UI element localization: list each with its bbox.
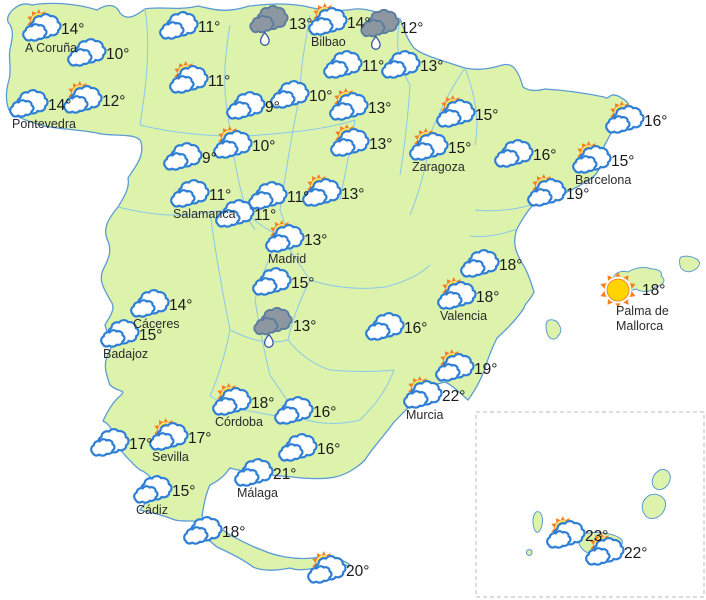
svg-text:Valencia: Valencia (440, 309, 487, 323)
svg-text:16°: 16° (313, 404, 336, 421)
svg-text:Madrid: Madrid (268, 252, 306, 266)
svg-text:14°: 14° (169, 297, 192, 314)
svg-text:Barcelona: Barcelona (575, 173, 631, 187)
svg-text:15°: 15° (611, 153, 634, 170)
svg-text:Murcia: Murcia (406, 408, 444, 422)
svg-text:13°: 13° (289, 16, 312, 33)
svg-text:16°: 16° (317, 441, 340, 458)
svg-text:18°: 18° (476, 289, 499, 306)
svg-text:13°: 13° (304, 232, 327, 249)
svg-text:A Coruña: A Coruña (25, 41, 77, 55)
svg-text:11°: 11° (198, 19, 220, 36)
svg-text:10°: 10° (106, 46, 129, 63)
svg-text:22°: 22° (624, 545, 647, 562)
svg-text:11°: 11° (362, 58, 384, 75)
svg-text:10°: 10° (309, 88, 332, 105)
svg-text:17°: 17° (129, 436, 152, 453)
svg-text:13°: 13° (293, 318, 316, 335)
svg-text:19°: 19° (474, 361, 497, 378)
svg-text:11°: 11° (287, 189, 309, 206)
svg-text:Sevilla: Sevilla (152, 450, 189, 464)
svg-text:12°: 12° (102, 93, 125, 110)
svg-text:Cádiz: Cádiz (136, 503, 168, 517)
svg-text:Badajoz: Badajoz (103, 347, 148, 361)
svg-text:13°: 13° (368, 100, 391, 117)
svg-text:Zaragoza: Zaragoza (412, 160, 465, 174)
svg-text:18°: 18° (499, 257, 522, 274)
svg-text:18°: 18° (251, 395, 274, 412)
svg-text:Mallorca: Mallorca (616, 319, 663, 333)
svg-text:21°: 21° (273, 466, 296, 483)
svg-text:14°: 14° (61, 21, 84, 38)
svg-text:18°: 18° (642, 282, 665, 299)
svg-text:19°: 19° (566, 186, 589, 203)
svg-text:9°: 9° (265, 99, 280, 116)
svg-text:16°: 16° (533, 147, 556, 164)
svg-text:9°: 9° (202, 150, 217, 167)
svg-text:12°: 12° (400, 20, 423, 37)
svg-text:20°: 20° (346, 563, 369, 580)
svg-text:17°: 17° (188, 430, 211, 447)
svg-text:13°: 13° (341, 186, 364, 203)
svg-text:Cáceres: Cáceres (133, 317, 180, 331)
svg-text:14°: 14° (347, 15, 370, 32)
svg-text:15°: 15° (291, 275, 314, 292)
svg-text:Córdoba: Córdoba (215, 415, 263, 429)
svg-text:11°: 11° (209, 187, 231, 204)
svg-text:Málaga: Málaga (237, 486, 278, 500)
svg-text:Salamanca: Salamanca (173, 207, 236, 221)
svg-text:13°: 13° (369, 136, 392, 153)
svg-text:15°: 15° (475, 107, 498, 124)
svg-text:Pontevedra: Pontevedra (12, 117, 76, 131)
svg-text:22°: 22° (442, 388, 465, 405)
svg-text:11°: 11° (208, 73, 230, 90)
svg-text:18°: 18° (222, 524, 245, 541)
svg-text:11°: 11° (254, 207, 276, 224)
svg-text:Palma de: Palma de (616, 304, 669, 318)
svg-text:15°: 15° (448, 140, 471, 157)
svg-text:23°: 23° (585, 528, 608, 545)
svg-text:16°: 16° (644, 113, 667, 130)
svg-text:10°: 10° (252, 138, 275, 155)
svg-text:16°: 16° (404, 320, 427, 337)
svg-text:14°: 14° (48, 97, 71, 114)
svg-text:15°: 15° (172, 483, 195, 500)
svg-text:Bilbao: Bilbao (311, 35, 346, 49)
svg-text:13°: 13° (420, 58, 443, 75)
